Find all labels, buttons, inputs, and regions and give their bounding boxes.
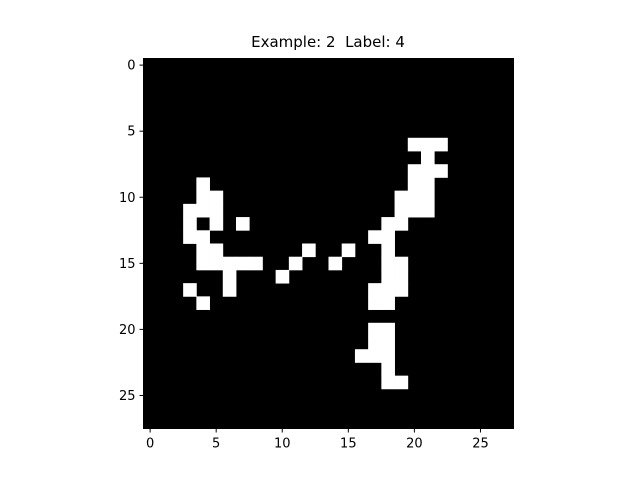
y-tick-label-0: 0 bbox=[127, 59, 135, 74]
pixel-16-10 bbox=[275, 269, 290, 284]
pixel-18-4 bbox=[196, 296, 210, 310]
pixel-9-20 bbox=[407, 177, 422, 192]
pixel-15-18 bbox=[381, 256, 395, 271]
pixel-17-3 bbox=[183, 283, 197, 297]
pixel-12-5 bbox=[209, 217, 224, 231]
pixel-14-5 bbox=[209, 243, 224, 258]
pixel-11-3 bbox=[183, 203, 197, 218]
pixel-22-18 bbox=[381, 349, 395, 363]
y-axis: 0 5 10 15 20 25 bbox=[119, 59, 144, 404]
pixel-15-5 bbox=[209, 256, 224, 271]
chart-title: Example: 2 Label: 4 bbox=[251, 33, 405, 51]
pixel-11-19 bbox=[394, 203, 409, 218]
y-tick-label-5: 5 bbox=[127, 125, 135, 140]
pixel-16-18 bbox=[381, 269, 395, 284]
y-tick-label-15: 15 bbox=[119, 257, 136, 272]
x-tick-label-15: 15 bbox=[340, 437, 357, 452]
pixel-16-6 bbox=[222, 269, 237, 284]
pixel-18-17 bbox=[368, 296, 382, 310]
pixel-17-6 bbox=[222, 283, 237, 297]
x-tick-label-0: 0 bbox=[146, 437, 154, 452]
pixel-10-5 bbox=[209, 190, 224, 205]
y-tick-label-10: 10 bbox=[119, 191, 136, 206]
pixel-15-7 bbox=[236, 256, 250, 271]
pixel-12-19 bbox=[394, 217, 409, 231]
pixel-15-14 bbox=[328, 256, 343, 271]
pixel-16-19 bbox=[394, 269, 409, 284]
pixel-14-18 bbox=[381, 243, 395, 258]
pixel-6-20 bbox=[407, 137, 422, 152]
pixel-12-18 bbox=[381, 217, 395, 231]
pixel-20-18 bbox=[381, 322, 395, 337]
pixel-10-4 bbox=[196, 190, 210, 205]
pixel-15-19 bbox=[394, 256, 409, 271]
pixel-23-18 bbox=[381, 362, 395, 377]
y-tick-label-25: 25 bbox=[119, 389, 136, 404]
pixel-17-18 bbox=[381, 283, 395, 297]
pixel-8-21 bbox=[421, 164, 435, 178]
pixel-13-17 bbox=[368, 230, 382, 244]
x-tick-label-10: 10 bbox=[274, 437, 291, 452]
pixel-18-18 bbox=[381, 296, 395, 310]
pixel-15-8 bbox=[249, 256, 263, 271]
pixel-8-20 bbox=[407, 164, 422, 178]
x-axis: 0 5 10 15 20 25 bbox=[146, 428, 489, 452]
pixel-21-18 bbox=[381, 336, 395, 350]
pixel-11-21 bbox=[421, 203, 435, 218]
axes-frame bbox=[143, 58, 514, 429]
pixel-15-4 bbox=[196, 256, 210, 271]
pixel-20-17 bbox=[368, 322, 382, 337]
pixel-11-4 bbox=[196, 203, 210, 218]
pixel-22-17 bbox=[368, 349, 382, 363]
pixel-layer bbox=[183, 137, 448, 390]
pixel-24-18 bbox=[381, 375, 395, 390]
pixel-9-21 bbox=[421, 177, 435, 192]
pixel-10-19 bbox=[394, 190, 409, 205]
pixel-15-11 bbox=[288, 256, 303, 271]
pixel-14-4 bbox=[196, 243, 210, 258]
pixel-24-19 bbox=[394, 375, 409, 390]
pixel-11-20 bbox=[407, 203, 422, 218]
pixel-17-19 bbox=[394, 283, 409, 297]
pixel-9-4 bbox=[196, 177, 210, 192]
pixel-8-22 bbox=[434, 164, 448, 178]
pixel-12-7 bbox=[236, 217, 250, 231]
x-tick-label-20: 20 bbox=[406, 437, 423, 452]
pixel-21-17 bbox=[368, 336, 382, 350]
pixel-6-22 bbox=[434, 137, 448, 152]
pixel-22-16 bbox=[354, 349, 369, 363]
pixel-7-21 bbox=[421, 151, 435, 165]
pixel-10-21 bbox=[421, 190, 435, 205]
pixel-10-20 bbox=[407, 190, 422, 205]
pixel-14-12 bbox=[302, 243, 316, 258]
pixel-13-4 bbox=[196, 230, 210, 244]
pixel-13-18 bbox=[381, 230, 395, 244]
y-tick-label-20: 20 bbox=[119, 323, 136, 338]
x-tick-label-5: 5 bbox=[212, 437, 220, 452]
x-tick-label-25: 25 bbox=[472, 437, 489, 452]
pixel-6-21 bbox=[421, 137, 435, 152]
pixel-12-3 bbox=[183, 217, 197, 231]
pixel-17-17 bbox=[368, 283, 382, 297]
pixel-13-3 bbox=[183, 230, 197, 244]
pixel-15-6 bbox=[222, 256, 237, 271]
pixel-11-5 bbox=[209, 203, 224, 218]
pixel-14-15 bbox=[341, 243, 356, 258]
